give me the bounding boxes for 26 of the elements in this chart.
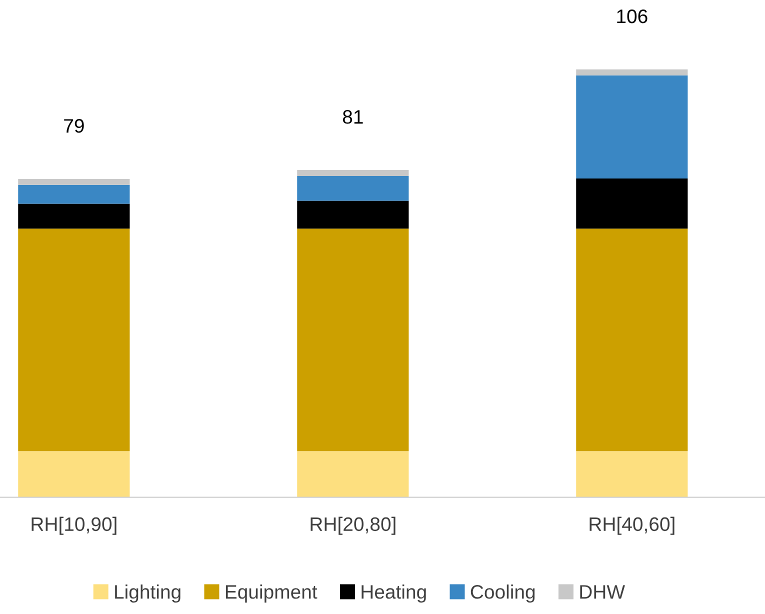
annotation: 106 — [617, 9, 648, 24]
legend-label: Heating — [362, 584, 426, 603]
x-tick-label: RH[40,60] — [590, 516, 674, 535]
legend-label: Cooling — [470, 584, 535, 603]
bar — [18, 204, 130, 229]
x-tick-label: RH[20,80] — [310, 516, 396, 535]
bar — [18, 178, 130, 185]
legend-label: Equipment — [226, 584, 318, 603]
bar — [576, 228, 688, 452]
bar — [18, 228, 130, 452]
bar — [297, 228, 409, 452]
x-tick-label: RH[10,90] — [32, 516, 116, 535]
bar — [576, 451, 688, 498]
bar — [18, 184, 130, 204]
annotation: 79 — [64, 119, 84, 133]
bar — [576, 69, 688, 76]
bar — [18, 451, 130, 498]
bar — [297, 170, 409, 176]
bar — [297, 176, 409, 201]
bar — [297, 200, 409, 229]
annotation: 81 — [342, 110, 363, 124]
bar — [576, 178, 688, 229]
legend-label: DHW — [580, 585, 625, 599]
bar — [297, 451, 409, 498]
bar — [576, 75, 688, 179]
legend-label: Lighting — [115, 584, 180, 603]
